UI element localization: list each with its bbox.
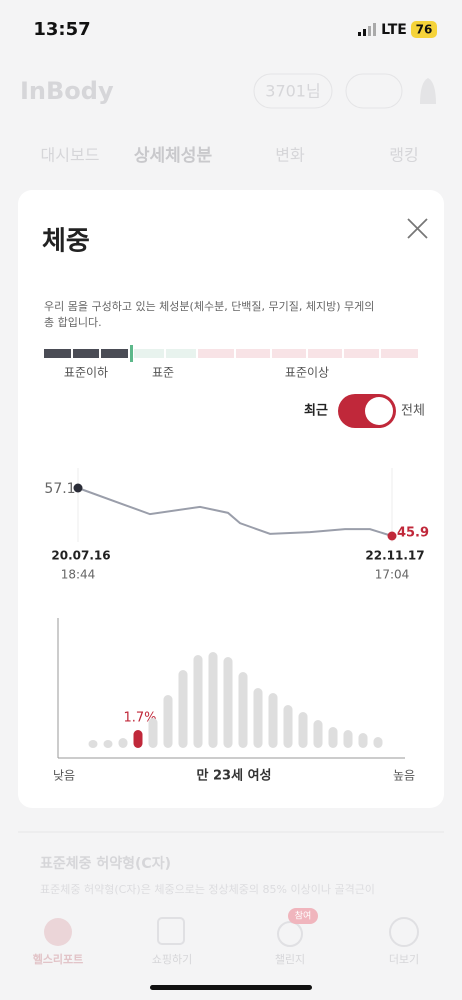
description: 총 합입니다.	[44, 316, 102, 329]
distribution-bar	[133, 730, 143, 748]
highlight-label: 1.7%	[123, 711, 156, 726]
low-label: 낮음	[53, 769, 75, 783]
trend-line	[77, 487, 393, 537]
range-label: 표준	[152, 366, 174, 380]
distribution-bar	[118, 738, 128, 748]
high-label: 높음	[393, 769, 415, 783]
nav-icon[interactable]	[389, 917, 419, 947]
tab[interactable]: 랭킹	[389, 146, 418, 165]
logo: InBody	[20, 77, 114, 105]
distribution-bar	[193, 655, 203, 748]
start-time: 18:44	[61, 568, 96, 582]
tab[interactable]: 변화	[275, 146, 305, 165]
network: LTE	[381, 22, 407, 38]
nav-label[interactable]: 챌린지	[275, 953, 305, 966]
distribution-bar	[343, 730, 353, 748]
section-title: 표준체중 허약형(C자)	[40, 855, 171, 872]
bottom-nav: 참여 헬스리포트 쇼핑하기 챌린지 더보기	[33, 908, 419, 966]
distribution-bar	[148, 718, 158, 748]
distribution-bar	[373, 737, 383, 748]
tab[interactable]: 상세체성분	[134, 146, 213, 166]
distribution-bar	[163, 695, 173, 748]
distribution-bar	[238, 672, 248, 748]
bell-icon[interactable]	[420, 78, 436, 104]
distribution-bar	[103, 740, 113, 748]
modal-card	[18, 190, 444, 808]
modal-title: 체중	[42, 227, 90, 257]
distribution-bar	[283, 705, 293, 748]
start-date: 20.07.16	[51, 549, 110, 563]
trend-frame	[77, 468, 393, 542]
distribution-bar	[358, 733, 368, 748]
range-label: 표준이상	[285, 366, 329, 380]
distribution-bar	[223, 657, 233, 748]
nav-icon[interactable]	[44, 918, 72, 946]
distribution-chart: 1.7%	[88, 652, 383, 748]
description: 우리 몸을 구성하고 있는 체성분(체수분, 단백질, 무기질, 체지방) 무게…	[44, 299, 374, 313]
home-indicator	[150, 985, 312, 990]
modal: 체중 우리 몸을 구성하고 있는 체성분(체수분, 단백질, 무기질, 체지방)…	[18, 190, 444, 808]
close-button[interactable]	[407, 218, 428, 239]
toggle[interactable]	[338, 394, 396, 428]
distribution-bar	[298, 712, 308, 748]
toggle-knob	[365, 397, 393, 425]
range-label: 표준이하	[64, 366, 108, 380]
nav-label[interactable]: 쇼핑하기	[152, 952, 192, 966]
trend-last-label: 45.9	[397, 526, 429, 541]
distribution-axes	[57, 618, 405, 759]
toggle-label: 최근	[304, 404, 328, 419]
range-bar	[44, 345, 418, 362]
distribution-bar	[88, 740, 98, 748]
end-date: 22.11.17	[365, 549, 424, 563]
status-time: 13:57	[33, 19, 90, 40]
signal-icon	[358, 23, 376, 36]
section-text: 표준체중 허약형(C자)은 체중으로는 정상체중의 85% 이상이나 골격근이	[40, 882, 375, 896]
user-name: 3701님	[265, 82, 320, 101]
battery-level: 76	[416, 23, 433, 37]
nav-icon[interactable]	[277, 921, 303, 947]
nav-badge	[288, 908, 318, 924]
distribution-bar	[328, 727, 338, 748]
nav-label[interactable]: 더보기	[389, 953, 419, 966]
nav-icon[interactable]	[157, 917, 185, 945]
distribution-bar	[253, 688, 263, 748]
center-label: 만 23세 여성	[197, 768, 272, 784]
end-time: 17:04	[375, 568, 410, 582]
trend-point	[387, 531, 397, 541]
nav-label[interactable]: 헬스리포트	[33, 952, 84, 966]
distribution-bar	[208, 652, 218, 748]
trend-first-label: 57.1	[44, 481, 75, 497]
trend-point	[73, 483, 83, 493]
barcode-button[interactable]	[345, 73, 403, 109]
distribution-bar	[313, 720, 323, 748]
distribution-bar	[268, 693, 278, 748]
tab[interactable]: 대시보드	[41, 146, 100, 165]
user-chip[interactable]	[253, 73, 333, 109]
toggle-label: 전체	[401, 404, 425, 419]
nav-badge-text: 참여	[295, 910, 312, 922]
distribution-bar	[178, 670, 188, 748]
trend-chart	[73, 483, 397, 541]
battery	[411, 21, 437, 38]
